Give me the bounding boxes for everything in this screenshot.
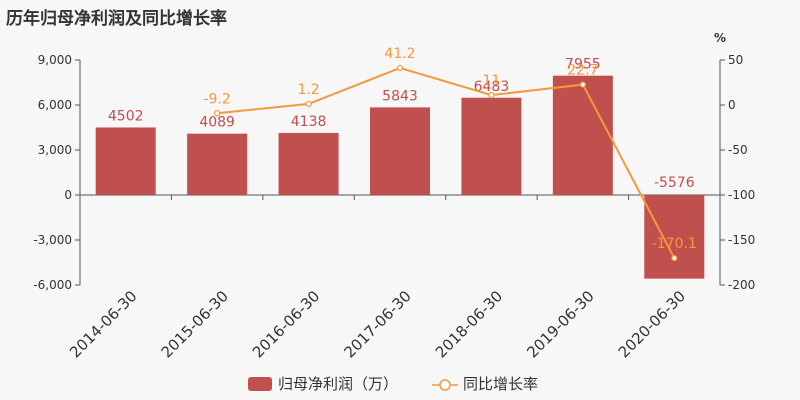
y-left-tick-label: -6,000 [33, 278, 72, 292]
bar [644, 195, 705, 279]
y-right-tick-label: -50 [728, 143, 748, 157]
growth-point [488, 91, 495, 99]
y-left-tick-label: 3,000 [38, 143, 72, 157]
growth-value-label: 41.2 [384, 46, 415, 62]
legend-swatch-marker [439, 379, 451, 391]
bar [461, 97, 522, 195]
growth-point [579, 81, 586, 88]
y-left-tick-label: 6,000 [38, 98, 72, 112]
y-right-tick-label: 0 [728, 98, 736, 112]
y-right-tick-label: 50 [728, 53, 743, 67]
bar [95, 127, 156, 195]
x-tick-label: 2019-06-30 [523, 287, 597, 361]
growth-value-label: 22.7 [567, 63, 598, 79]
y-right-tick-label: -100 [728, 188, 755, 202]
legend-swatch-bar [248, 377, 272, 391]
y-right-unit: % [714, 31, 726, 45]
x-tick-label: 2015-06-30 [158, 287, 232, 361]
bar-value-label: 4502 [108, 108, 144, 124]
bar [278, 132, 339, 195]
y-right-tick-label: -200 [728, 278, 755, 292]
bar [187, 133, 248, 195]
bar-value-label: 6483 [474, 79, 510, 95]
y-left-tick-label: -3,000 [33, 233, 72, 247]
y-left-tick-label: 0 [64, 188, 72, 202]
x-tick-label: 2020-06-30 [615, 287, 689, 361]
bar-value-label: 4089 [199, 115, 235, 131]
growth-point [305, 100, 312, 108]
growth-value-label: -170.1 [652, 236, 697, 252]
growth-point [396, 64, 404, 72]
bar [370, 107, 430, 195]
x-tick-label: 2014-06-30 [66, 287, 140, 361]
legend-label-line: 同比增长率 [463, 375, 538, 393]
bar-value-label: 4138 [291, 114, 327, 130]
y-right-tick-label: -150 [728, 233, 755, 247]
bar-value-label: -5576 [654, 175, 695, 191]
growth-point [671, 254, 678, 262]
y-left-tick-label: 9,000 [38, 53, 72, 67]
legend-label-bar: 归母净利润（万） [278, 375, 398, 393]
growth-value-label: 11 [483, 73, 501, 89]
bar-value-label: 5843 [382, 88, 418, 104]
growth-point [214, 110, 221, 117]
growth-value-label: 1.2 [297, 82, 319, 98]
growth-line [217, 66, 676, 259]
x-tick-label: 2017-06-30 [340, 287, 414, 361]
chart-title: 历年归母净利润及同比增长率 [6, 9, 227, 29]
bar-value-label: 7955 [565, 57, 601, 73]
growth-value-label: -9.2 [203, 91, 230, 107]
x-tick-label: 2016-06-30 [249, 287, 323, 361]
x-tick-label: 2018-06-30 [432, 287, 506, 361]
bar [552, 75, 613, 195]
